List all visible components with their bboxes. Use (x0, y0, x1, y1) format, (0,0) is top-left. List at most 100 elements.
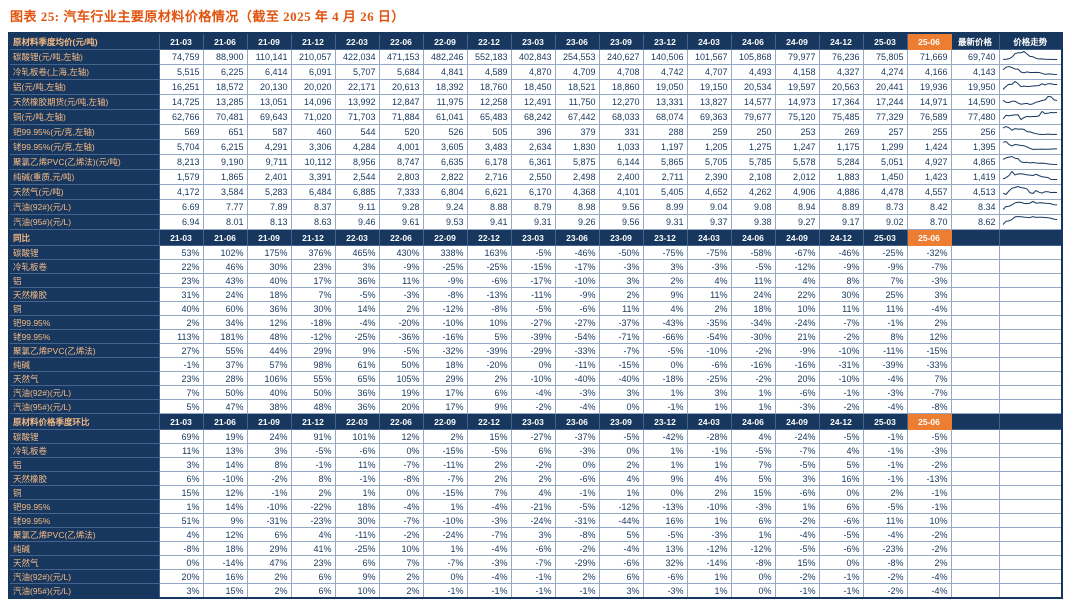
avg-price-cell: 482,246 (422, 49, 468, 65)
qoq-cell: -3% (686, 527, 732, 542)
qoq-cell: -2% (906, 527, 952, 542)
qoq-cell: 30% (334, 513, 380, 528)
avg-price-cell: 9.31 (642, 214, 688, 230)
material-label: 天然橡胶 (8, 471, 160, 486)
qoq-cell: 1% (158, 499, 204, 514)
yoy-cell: -32% (422, 343, 468, 358)
latest-price-cell (950, 343, 1000, 358)
qoq-cell: -14% (202, 555, 248, 570)
price-trend-sparkline (1003, 50, 1058, 60)
qoq-cell: -3% (906, 443, 952, 458)
yoy-cell: -6% (466, 273, 512, 288)
yoy-cell: 102% (202, 245, 248, 260)
yoy-cell: 7% (862, 273, 908, 288)
avg-price-cell: 2,401 (246, 169, 292, 185)
qoq-cell: -6% (334, 443, 380, 458)
yoy-cell: -17% (510, 273, 556, 288)
avg-price-cell: 471,153 (378, 49, 424, 65)
yoy-cell: 36% (334, 273, 380, 288)
avg-price-cell: 8,213 (158, 154, 204, 170)
yoy-cell: 7% (906, 371, 952, 386)
yoy-cell: 2% (378, 301, 424, 316)
yoy-cell: -5% (334, 287, 380, 302)
qoq-cell: 29% (246, 541, 292, 556)
material-row: 铜 15% 12% -1% 2% 1% 0% -15% 7% 4% -1% 1% 0% 2% 15% -6% 0… (8, 485, 1063, 500)
qoq-cell: 3% (158, 583, 204, 599)
qoq-cell: 15% (202, 583, 248, 599)
price-trend-cell (998, 513, 1063, 528)
material-label: 碳酸锂 (8, 429, 160, 444)
avg-price-cell: 9.46 (334, 214, 380, 230)
material-row: 天然橡胶 31% 24% 18% 7% -5% -3% -8% -13% -11% -9% 2% 9% 1… (8, 287, 1063, 302)
quarter-header: 25-03 (862, 32, 908, 50)
avg-price-cell: 71,884 (378, 109, 424, 125)
yoy-cell: -4% (510, 385, 556, 400)
qoq-cell: -5% (554, 499, 600, 514)
yoy-cell: -10% (510, 371, 556, 386)
yoy-cell: -10% (818, 371, 864, 386)
qoq-cell: -4% (466, 541, 512, 556)
avg-price-cell: 2,012 (774, 169, 820, 185)
qoq-cell: -4% (906, 583, 952, 599)
avg-price-cell: 14,096 (290, 94, 336, 110)
avg-price-cell: 9.26 (554, 214, 600, 230)
avg-price-cell: 569 (158, 124, 204, 140)
yoy-cell: -66% (642, 329, 688, 344)
qoq-cell: -8% (378, 471, 424, 486)
avg-price-cell: 1,883 (818, 169, 864, 185)
avg-price-cell: 13,992 (334, 94, 380, 110)
qoq-cell: -1% (862, 471, 908, 486)
material-label: 钯99.95% (8, 315, 160, 330)
avg-price-cell: 1,450 (862, 169, 908, 185)
section-title-cell: 原材料价格季度环比 (8, 413, 160, 430)
yoy-cell: 98% (290, 357, 336, 372)
quarter-header: 22-03 (334, 229, 380, 246)
avg-price-cell: 19,050 (642, 79, 688, 95)
avg-price-cell: 5,405 (642, 184, 688, 200)
qoq-cell: 7% (466, 485, 512, 500)
yoy-cell: 430% (378, 245, 424, 260)
material-label: 汽油(92#)(元/L) (8, 199, 160, 215)
quarter-header: 23-12 (642, 413, 688, 430)
yoy-cell: -4% (906, 301, 952, 316)
material-label: 钯99.95% (8, 499, 160, 514)
quarter-header: 22-06 (378, 32, 424, 50)
yoy-cell: 18% (422, 357, 468, 372)
quarter-header: 22-03 (334, 32, 380, 50)
table-body: 原材料季度均价(元/吨) 21-03 21-06 21-09 21-12 22-03 22-… (8, 32, 1063, 599)
yoy-cell: -5% (730, 259, 776, 274)
avg-price-cell: 402,843 (510, 49, 556, 65)
yoy-cell: -16% (422, 329, 468, 344)
yoy-cell: -40% (554, 371, 600, 386)
avg-price-cell: 79,677 (730, 109, 776, 125)
avg-price-cell: 6.69 (158, 199, 204, 215)
qoq-cell: 12% (202, 485, 248, 500)
quarter-header: 24-09 (774, 229, 820, 246)
latest-price-cell (950, 513, 1000, 528)
avg-price-cell: 8.37 (290, 199, 336, 215)
avg-price-cell: 13,331 (642, 94, 688, 110)
yoy-cell: -7% (598, 343, 644, 358)
quarter-header: 23-09 (598, 32, 644, 50)
yoy-cell: 53% (158, 245, 204, 260)
material-row: 汽油(95#)(元/L) 5% 47% 38% 48% 36% 20% 17% 9% -2% -4%… (8, 399, 1063, 414)
yoy-cell: -20% (378, 315, 424, 330)
yoy-cell: 36% (246, 301, 292, 316)
yoy-cell: -18% (642, 371, 688, 386)
material-label: 冷轧板卷 (8, 443, 160, 458)
avg-price-cell: 2,716 (466, 169, 512, 185)
avg-price-cell: 67,442 (554, 109, 600, 125)
material-row: 铝 23% 43% 40% 17% 36% 11% -9% -6% -17% -10% 3% 2% 4% 1… (8, 273, 1063, 288)
yoy-cell: 24% (202, 287, 248, 302)
yoy-cell: 17% (422, 399, 468, 414)
qoq-cell: 4% (510, 485, 556, 500)
qoq-cell: -4% (862, 527, 908, 542)
qoq-cell: 2% (686, 485, 732, 500)
avg-price-cell: 16,251 (158, 79, 204, 95)
yoy-cell: 20% (774, 371, 820, 386)
avg-price-cell: 74,759 (158, 49, 204, 65)
qoq-cell: 2% (862, 485, 908, 500)
latest-price-cell (950, 259, 1000, 274)
yoy-cell: -9% (818, 259, 864, 274)
qoq-cell: -5% (818, 429, 864, 444)
